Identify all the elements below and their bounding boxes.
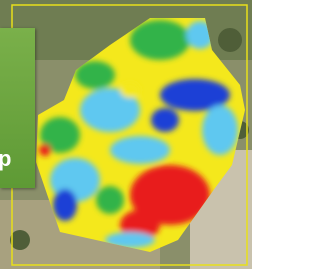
panel-label: p — [0, 146, 11, 172]
tree — [218, 28, 242, 52]
tree — [10, 230, 30, 250]
side-panel[interactable]: p — [0, 28, 35, 188]
page: p (() => { const data = JSON.parse(docum… — [0, 0, 252, 269]
aerial-map — [0, 0, 252, 269]
